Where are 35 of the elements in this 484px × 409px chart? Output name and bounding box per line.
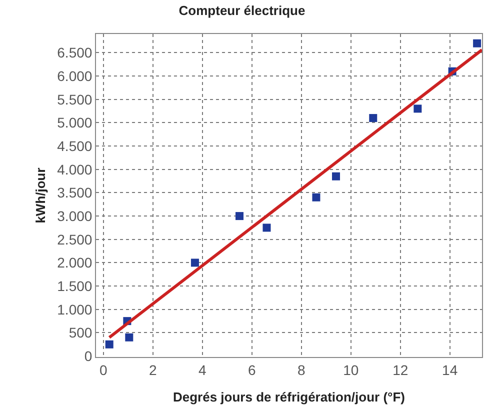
y-tick-label: 6.000 (57, 68, 92, 84)
y-tick-label: 4.000 (57, 161, 92, 178)
y-tick-label: 5.500 (57, 91, 92, 108)
point (369, 114, 378, 122)
y-tick-label: 2.500 (57, 231, 92, 248)
point (190, 258, 199, 267)
x-tick-label: 8 (297, 362, 306, 378)
y-tick-label: 500 (68, 324, 92, 341)
x-tick-label: 14 (442, 362, 458, 378)
x-tick-label: 0 (100, 362, 108, 378)
y-tick-label: 3.500 (57, 184, 92, 201)
y-tick-label: 2.000 (57, 254, 92, 271)
chart-title: Compteur électrique (178, 3, 306, 18)
x-axis-title: Degrés jours de réfrigération/jour (°F) (172, 389, 406, 404)
x-tick-label: 10 (343, 362, 359, 378)
point (332, 172, 340, 180)
point (236, 212, 244, 220)
point (414, 104, 422, 113)
y-tick-label: 3.000 (57, 208, 92, 224)
point (105, 340, 114, 348)
y-tick-label: 6.500 (57, 44, 92, 61)
x-tick-label: 12 (392, 362, 408, 378)
point (125, 333, 134, 342)
x-tick-label: 6 (248, 362, 256, 378)
y-tick-label: 1.500 (57, 278, 92, 294)
point (312, 193, 320, 202)
y-tick-label: 1.000 (57, 301, 92, 318)
x-tick-label: 2 (149, 362, 158, 378)
y-tick-label: 4.500 (57, 138, 92, 154)
y-tick-label: 0 (84, 348, 92, 364)
point (473, 39, 482, 48)
y-axis-title: kWh/jour (33, 168, 48, 224)
x-tick-label: 4 (198, 362, 206, 378)
point (262, 224, 271, 232)
y-tick-label: 5.000 (57, 114, 92, 131)
